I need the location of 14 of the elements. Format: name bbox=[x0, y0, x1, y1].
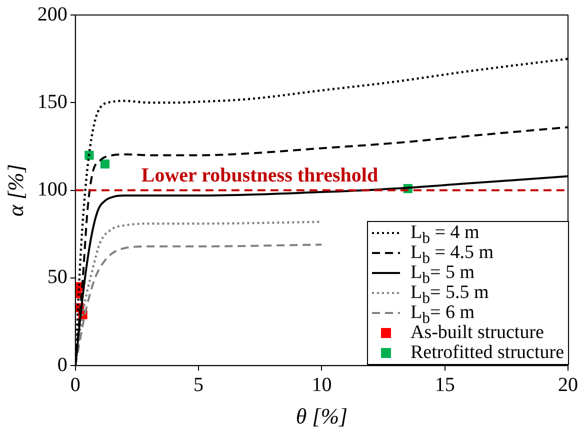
ref-line-label: Lower robustness threshold bbox=[141, 164, 378, 186]
y-tick-label: 100 bbox=[37, 178, 68, 201]
y-tick-label: 50 bbox=[47, 266, 68, 288]
y-tick-label: 150 bbox=[37, 90, 68, 113]
x-axis-title: θ [%] bbox=[296, 404, 348, 429]
y-axis-title: α [%] bbox=[2, 164, 28, 217]
x-tick-label: 10 bbox=[312, 374, 332, 396]
x-tick-label: 5 bbox=[194, 374, 204, 396]
x-tick-label: 20 bbox=[558, 374, 578, 396]
y-tick-label: 0 bbox=[57, 354, 68, 376]
x-tick-label: 15 bbox=[434, 374, 455, 396]
legend-label: Retrofitted structure bbox=[410, 342, 564, 363]
legend-label: L$_{b}$ = 4 m bbox=[410, 222, 480, 246]
y-tick-label: 200 bbox=[37, 3, 68, 26]
